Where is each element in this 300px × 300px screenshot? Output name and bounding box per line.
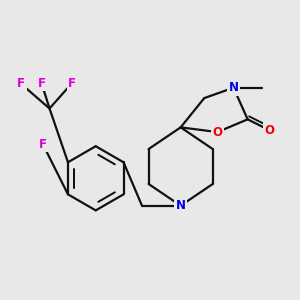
Text: N: N: [229, 81, 238, 94]
Text: O: O: [264, 124, 274, 137]
Text: F: F: [17, 77, 25, 91]
Text: N: N: [176, 199, 186, 212]
Text: F: F: [68, 76, 76, 89]
Text: O: O: [212, 126, 223, 139]
Text: N: N: [176, 199, 186, 212]
Text: F: F: [38, 76, 46, 89]
Text: F: F: [39, 138, 47, 151]
